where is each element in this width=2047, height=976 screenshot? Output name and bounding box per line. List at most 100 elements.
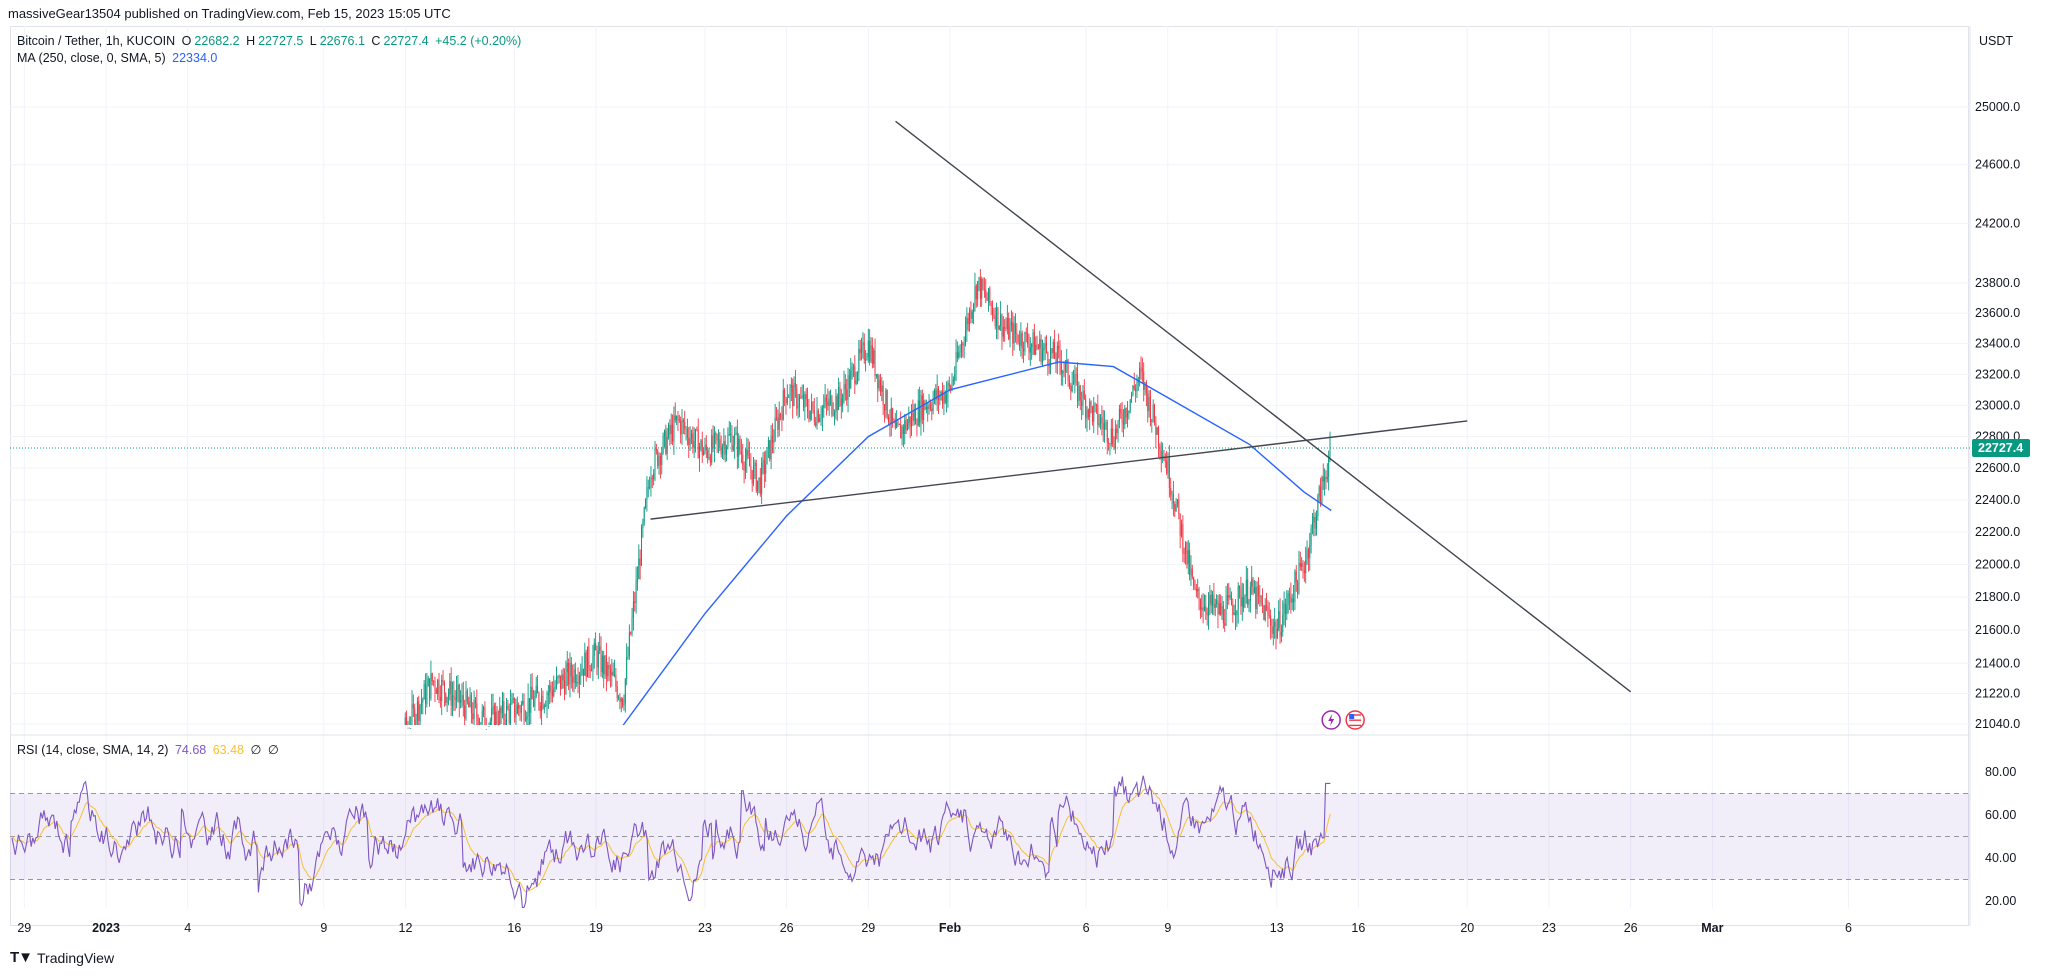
candle-body <box>481 711 483 723</box>
candle-body <box>465 690 467 719</box>
candle-body <box>1085 398 1087 419</box>
candle-body <box>1158 427 1160 447</box>
candle-body <box>933 390 935 400</box>
candle-body <box>429 678 431 699</box>
candle-body <box>982 278 984 289</box>
candle-body <box>722 446 724 455</box>
candle-body <box>1182 523 1184 554</box>
candle-body <box>1136 382 1138 392</box>
candle-body <box>896 422 898 429</box>
candle-body <box>724 441 726 455</box>
candle-body <box>1259 595 1261 597</box>
candle-body <box>543 705 545 709</box>
candle-body <box>942 391 944 404</box>
candle-body <box>1041 350 1043 362</box>
candle-body <box>1144 382 1146 390</box>
candle-body <box>1270 615 1272 626</box>
event-markers[interactable] <box>1321 710 1365 730</box>
candle-body <box>1195 588 1197 592</box>
candle-body <box>520 704 522 713</box>
rsi-tick-label: 40.00 <box>1985 851 2016 865</box>
time-axis[interactable]: 29 2023 4 9 12 16 19 23 26 29 Feb 6 9 13 16 20 23 26 Mar 6 <box>17 921 1852 935</box>
candle-body <box>528 697 530 713</box>
time-tick-label: Mar <box>1701 921 1723 935</box>
candle-body <box>650 477 652 488</box>
candle-body <box>1105 422 1107 424</box>
candle-body <box>978 277 980 282</box>
candle-body <box>763 459 765 474</box>
price-tick-label: 22600.0 <box>1975 461 2020 475</box>
candle-body <box>1295 571 1297 583</box>
rsi-lines <box>11 775 1331 909</box>
candle-body <box>1252 578 1254 593</box>
candle-body <box>504 719 506 725</box>
candle-body <box>801 395 803 398</box>
candle-body <box>1101 417 1103 424</box>
price-axis[interactable]: 25000.0 24600.0 24200.0 23800.0 23600.0 23400… <box>10 26 2020 926</box>
candle-body <box>851 367 853 371</box>
candle-body <box>863 342 865 361</box>
candle-body <box>1185 541 1187 554</box>
trendlines[interactable] <box>650 120 1632 693</box>
candle-body <box>1168 457 1170 488</box>
candle-body <box>912 412 914 421</box>
candle-body <box>761 462 763 494</box>
candle-body <box>574 669 576 684</box>
rsi-axis[interactable]: 80.00 60.00 40.00 20.00 <box>1985 765 2016 908</box>
tradingview-logo[interactable]: T▼ TradingView <box>10 949 114 966</box>
candle-body <box>1032 332 1034 345</box>
candle-body <box>738 438 740 457</box>
candle-body <box>1243 597 1245 608</box>
lightning-event[interactable] <box>1321 710 1341 730</box>
candle-body <box>642 522 644 529</box>
candle-body <box>1245 579 1247 597</box>
candle-body <box>620 698 622 702</box>
published-line: massiveGear13504 published on TradingVie… <box>8 6 451 21</box>
candle-body <box>800 397 802 398</box>
candle-body <box>840 398 842 406</box>
candle-body <box>533 699 535 707</box>
candle-body <box>812 401 814 410</box>
us-flag-event[interactable] <box>1345 710 1365 730</box>
time-tick-label: 16 <box>1351 921 1365 935</box>
candle-body <box>449 680 451 695</box>
candle-body <box>969 310 971 325</box>
candle-body <box>1125 408 1127 418</box>
candle-body <box>678 418 680 421</box>
candle-body <box>1006 318 1008 330</box>
candle-body <box>839 386 841 399</box>
candle-body <box>932 399 934 411</box>
candle-body <box>777 417 779 430</box>
candle-body <box>1113 444 1115 449</box>
candle-body <box>765 464 767 474</box>
candle-body <box>734 434 736 446</box>
candle-body <box>1314 516 1316 529</box>
candle-body <box>767 440 769 448</box>
candle-body <box>915 409 917 425</box>
candle-body <box>572 676 574 683</box>
candle-body <box>886 390 888 417</box>
candle-body <box>1143 372 1145 390</box>
candle-body <box>1086 409 1088 419</box>
candle-body <box>672 424 674 442</box>
candle-body <box>614 674 616 676</box>
candle-body <box>1159 446 1161 452</box>
candle-body <box>1078 385 1080 402</box>
candle-body <box>580 674 582 676</box>
candle-body <box>970 310 972 319</box>
candle-body <box>1307 549 1309 559</box>
candle-body <box>1289 593 1291 597</box>
price-tick-label: 22200.0 <box>1975 525 2020 539</box>
candle-body <box>1284 603 1286 614</box>
candle-body <box>415 719 417 725</box>
candle-body <box>985 289 987 298</box>
candle-body <box>831 396 833 415</box>
candle-body <box>570 662 572 677</box>
candle-body <box>507 705 509 710</box>
candle-body <box>951 381 953 390</box>
candle-body <box>1071 384 1073 392</box>
candle-body <box>1056 345 1058 364</box>
candle-body <box>916 424 918 426</box>
